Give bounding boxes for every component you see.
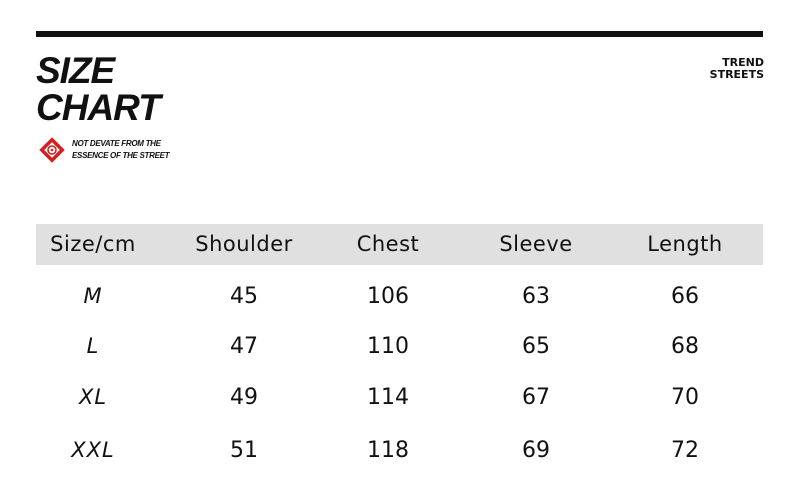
brand-name: TREND STREETS [710, 57, 764, 81]
table-cell: 68 [671, 334, 699, 359]
tagline: NOT DEVATE FROM THE ESSENCE OF THE STREE… [72, 138, 170, 162]
column-header: Shoulder [195, 232, 293, 256]
top-rule [36, 31, 763, 37]
table-header [36, 224, 763, 265]
table-cell: 66 [671, 284, 699, 309]
brand-line-1: TREND [722, 56, 764, 69]
table-cell: 45 [230, 284, 258, 309]
title-line-2: CHART [36, 87, 161, 128]
table-cell: 51 [230, 438, 258, 463]
size-label: L [86, 334, 100, 358]
table-cell: 67 [522, 385, 550, 410]
size-label: M [83, 284, 103, 308]
column-header: Length [647, 232, 723, 256]
table-cell: 63 [522, 284, 550, 309]
column-header: Sleeve [499, 232, 573, 256]
table-cell: 69 [522, 438, 550, 463]
table-cell: 65 [522, 334, 550, 359]
page-title: SIZE CHART [36, 50, 161, 128]
red-diamond-target-icon [39, 137, 65, 163]
tagline-line-2: ESSENCE OF THE STREET [72, 151, 170, 160]
table-cell: 114 [367, 385, 409, 410]
table-cell: 72 [671, 438, 699, 463]
size-label: XXL [71, 438, 115, 462]
column-header: Size/cm [50, 232, 136, 256]
size-label: XL [78, 385, 108, 409]
title-line-1: SIZE [36, 50, 115, 91]
table-cell: 49 [230, 385, 258, 410]
tagline-line-1: NOT DEVATE FROM THE [72, 139, 161, 148]
brand-line-2: STREETS [709, 68, 764, 81]
table-cell: 106 [367, 284, 409, 309]
column-header: Chest [356, 232, 420, 256]
table-cell: 118 [367, 438, 409, 463]
table-cell: 110 [367, 334, 409, 359]
table-cell: 47 [230, 334, 258, 359]
table-cell: 70 [671, 385, 699, 410]
